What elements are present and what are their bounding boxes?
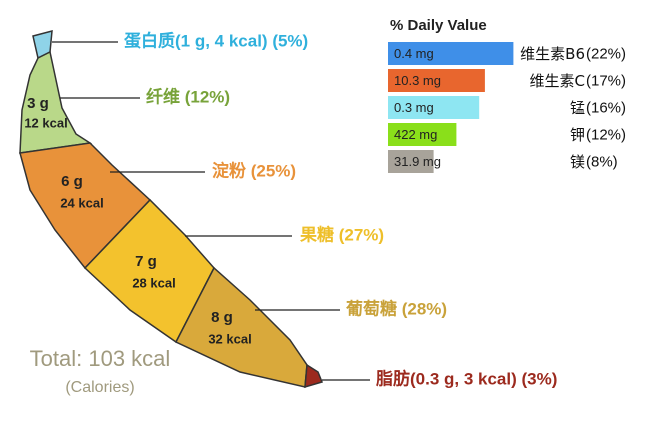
total-sub: (Calories) bbox=[65, 379, 134, 396]
glucose-label: 葡萄糖 (28%) bbox=[345, 298, 447, 318]
fructose-label: 果糖 (27%) bbox=[300, 224, 384, 244]
category-label: 锰 bbox=[570, 99, 585, 117]
segment-fat bbox=[304, 363, 324, 389]
category-label: 维生素B6 bbox=[520, 45, 585, 63]
bar bbox=[388, 96, 480, 119]
fiber-label: 纤维 (12%) bbox=[146, 86, 230, 106]
bar-amount: 31.9 mg bbox=[394, 154, 441, 169]
glucose-grams: 8 g bbox=[211, 309, 233, 326]
fructose-kcal: 28 kcal bbox=[132, 275, 175, 290]
bar-amount: 422 mg bbox=[394, 127, 437, 142]
bar bbox=[388, 123, 457, 146]
fiber-grams: 3 g bbox=[27, 95, 49, 112]
value-label: (22%) bbox=[586, 45, 626, 62]
leader-lines bbox=[52, 41, 370, 381]
fructose-grams: 7 g bbox=[135, 253, 157, 270]
bar bbox=[388, 42, 514, 65]
bar bbox=[388, 69, 485, 92]
protein-label: 蛋白质(1 g, 4 kcal) (5%) bbox=[124, 30, 308, 50]
value-label: (16%) bbox=[586, 99, 626, 116]
glucose-kcal: 32 kcal bbox=[208, 331, 251, 346]
value-label: (12%) bbox=[586, 126, 626, 143]
value-label: (17%) bbox=[586, 72, 626, 89]
starch-grams: 6 g bbox=[61, 173, 83, 190]
banana bbox=[19, 30, 324, 389]
segment-glucose bbox=[174, 266, 308, 388]
category-label: 镁 bbox=[570, 153, 585, 171]
category-label: 维生素C bbox=[530, 72, 585, 90]
value-label: (8%) bbox=[586, 153, 618, 170]
fiber-kcal: 12 kcal bbox=[24, 115, 67, 130]
bar bbox=[388, 150, 434, 173]
bar-amount: 0.3 mg bbox=[394, 100, 434, 115]
starch-label: 淀粉 (25%) bbox=[212, 160, 296, 180]
starch-kcal: 24 kcal bbox=[60, 195, 103, 210]
segment-fiber bbox=[19, 50, 93, 154]
fat-label: 脂肪(0.3 g, 3 kcal) (3%) bbox=[376, 368, 557, 388]
bar-amount: 0.4 mg bbox=[394, 46, 434, 61]
daily-value-bars: 0.4 mg 维生素B6 (22%)10.3 mg 维生素C (17%)0.3 mg 锰(… bbox=[388, 42, 626, 173]
category-label: 钾 bbox=[570, 126, 585, 144]
bar-amount: 10.3 mg bbox=[394, 73, 441, 88]
total-label: Total: 103 kcal bbox=[30, 346, 171, 371]
bar-chart-title: % Daily Value bbox=[390, 17, 487, 34]
